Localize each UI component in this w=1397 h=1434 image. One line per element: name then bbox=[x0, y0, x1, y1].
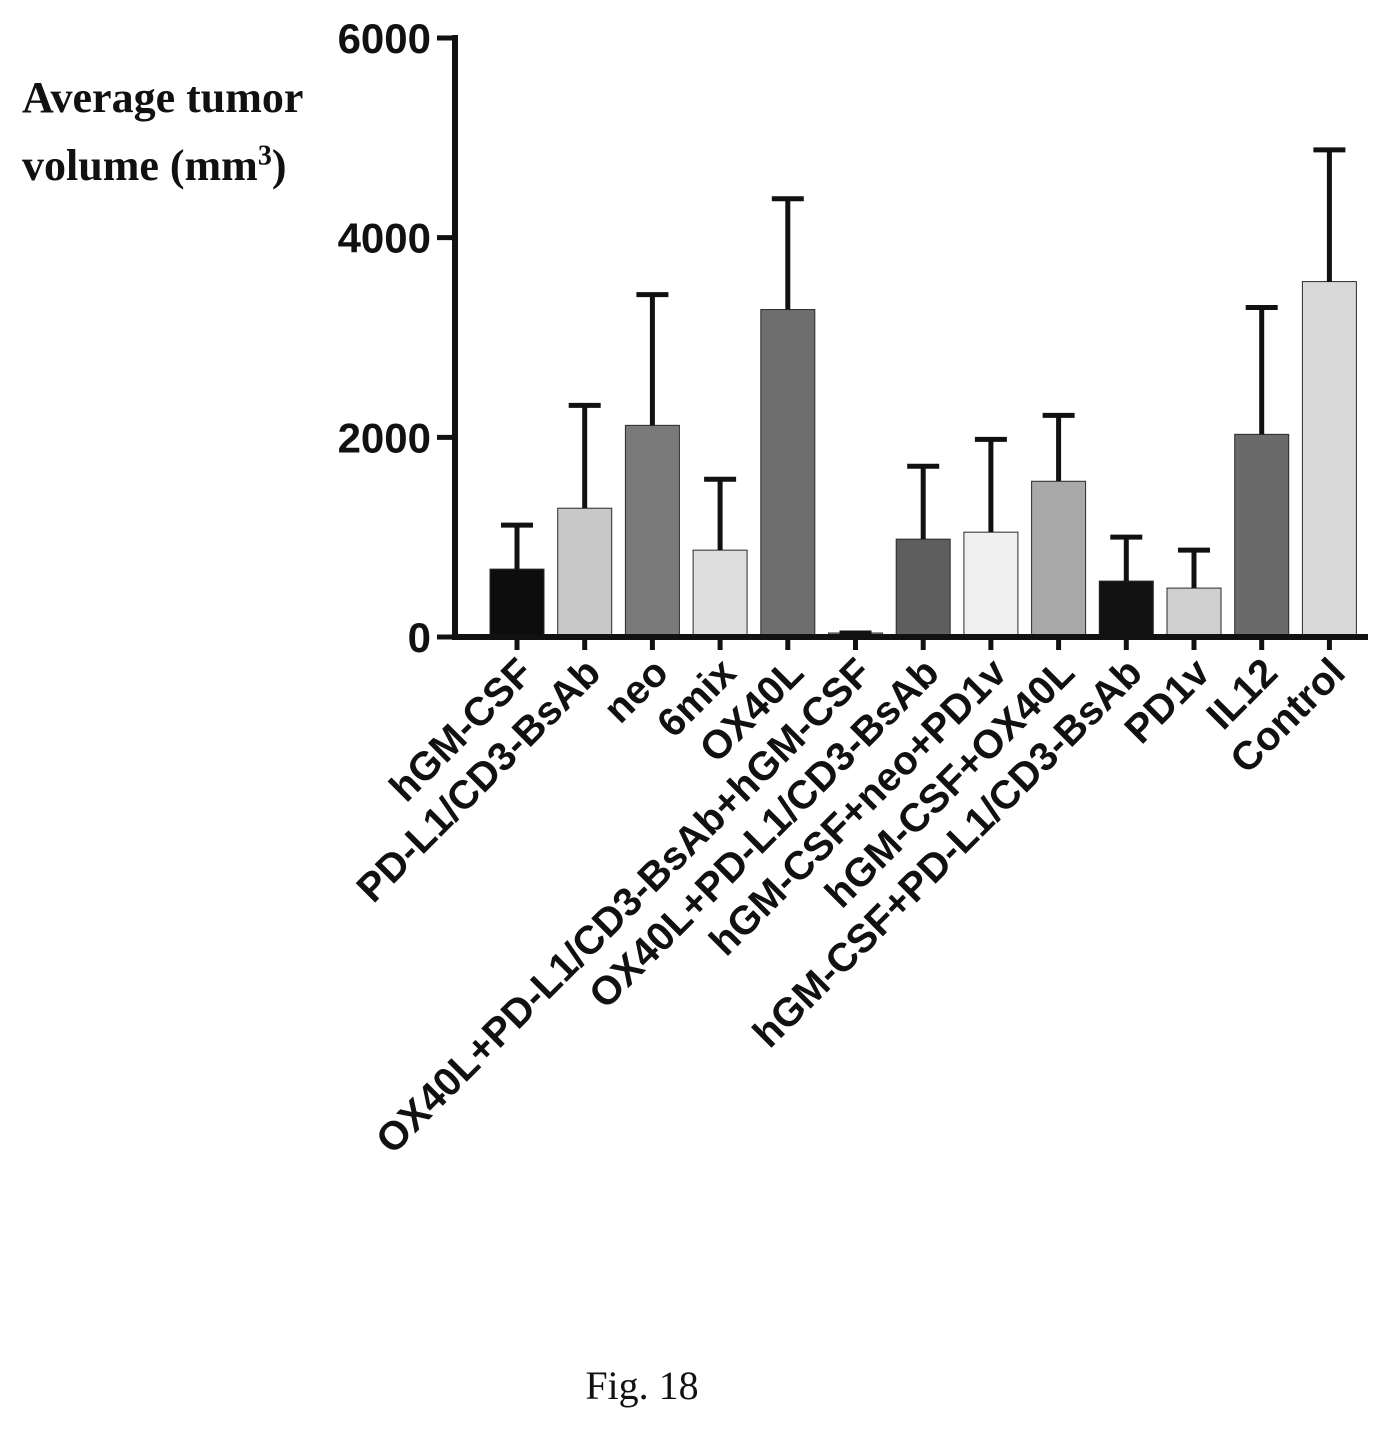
bars-group bbox=[489, 281, 1357, 638]
y-tick-label: 6000 bbox=[338, 15, 431, 62]
bar bbox=[1098, 580, 1154, 638]
axes-group bbox=[452, 35, 1368, 650]
bar bbox=[760, 309, 816, 638]
y-axis-label-line1: Average tumor bbox=[22, 73, 304, 122]
bar bbox=[489, 568, 545, 638]
error-bars-group bbox=[501, 147, 1346, 636]
x-labels-group: hGM-CSFPD-L1/CD3-BsAbneo6mixOX40LOX40L+P… bbox=[349, 650, 1354, 1163]
figure-caption: Fig. 18 bbox=[585, 1363, 699, 1408]
bar bbox=[895, 538, 951, 638]
bar bbox=[692, 549, 748, 638]
y-axis-label-close: ) bbox=[271, 141, 287, 190]
bar bbox=[963, 531, 1019, 638]
bar bbox=[1166, 587, 1222, 638]
bar bbox=[1234, 433, 1290, 638]
y-axis-label-line2: volume (mm3) bbox=[22, 140, 287, 191]
y-axis-label-text: volume (mm bbox=[22, 141, 258, 190]
y-ticks-group: 0 2000 4000 6000 bbox=[338, 15, 455, 661]
bar bbox=[557, 507, 613, 638]
y-tick-label: 4000 bbox=[338, 215, 431, 262]
bar bbox=[624, 424, 680, 638]
y-tick-label: 2000 bbox=[338, 414, 431, 461]
y-tick-label: 0 bbox=[408, 614, 431, 661]
y-axis-label-superscript: 3 bbox=[257, 140, 272, 172]
bar bbox=[1031, 480, 1087, 638]
bar bbox=[1301, 281, 1357, 638]
